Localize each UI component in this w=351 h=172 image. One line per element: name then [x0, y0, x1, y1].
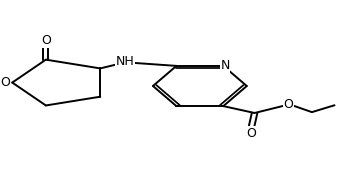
Text: NH: NH [116, 55, 134, 68]
Text: O: O [246, 127, 256, 140]
Text: O: O [283, 98, 293, 111]
Text: O: O [0, 76, 10, 89]
Text: O: O [41, 34, 51, 47]
Text: N: N [220, 59, 230, 72]
